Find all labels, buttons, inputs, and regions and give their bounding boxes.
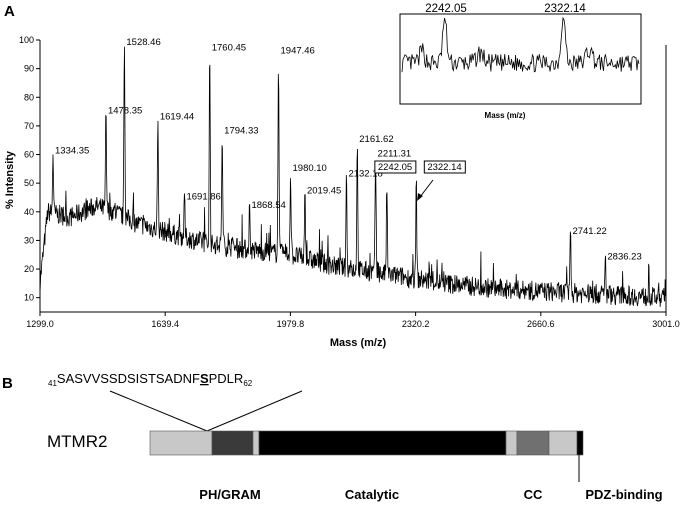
peak-labels-layer: 1334.35 1478.35 1528.46 1619.44 1691.86 1760.… — [55, 37, 642, 263]
callout-line-right — [206, 390, 303, 432]
sequence-part-after: PDLR — [209, 371, 244, 386]
label-cc: CC — [524, 487, 543, 502]
inset-x-axis-title: Mass (m/z) — [485, 111, 526, 120]
x-tick-label: 1979.8 — [277, 319, 305, 329]
peak-label: 1691.86 — [186, 191, 220, 202]
peak-label: 1794.33 — [224, 126, 258, 137]
y-tick-label: 60 — [24, 150, 34, 160]
mass-spectrum-chart: 1334.35 1478.35 1528.46 1619.44 1691.86 1760.… — [4, 3, 680, 349]
spectrum-layer — [39, 46, 667, 307]
inset-zoom: 2242.05 2322.14 Mass (m/z) — [399, 3, 642, 120]
inset-label-right: 2322.14 — [544, 3, 586, 15]
inset-label-left: 2242.05 — [425, 3, 467, 15]
sequence-annotation: 41SASVVSSDSISTSADNFSPDLR62 — [48, 371, 303, 432]
peak-label: 1760.45 — [212, 43, 246, 54]
label-catalytic: Catalytic — [345, 487, 399, 502]
segment-n-terminal — [149, 430, 213, 456]
y-tick-label: 90 — [24, 64, 34, 74]
y-tick-label: 50 — [24, 178, 34, 188]
x-ticks-layer: 1299.0 1639.4 1979.8 2320.2 2660.6 3001.0 — [26, 312, 680, 329]
peak-label: 1868.54 — [251, 200, 285, 211]
peak-label: 1334.35 — [55, 146, 89, 157]
inset-trace — [401, 16, 640, 73]
x-tick-label: 1299.0 — [26, 319, 54, 329]
peak-label: 2741.22 — [572, 226, 606, 237]
y-tick-label: 20 — [24, 264, 34, 274]
peak-label: 1980.10 — [293, 163, 327, 174]
segment-linker-2 — [505, 430, 518, 456]
peak-label: 2161.62 — [359, 134, 393, 145]
peak-label: 2132.18 — [348, 169, 382, 180]
x-tick-label: 2660.6 — [527, 319, 555, 329]
y-axis-title: % Intensity — [4, 150, 16, 209]
x-tick-label: 1639.4 — [151, 319, 179, 329]
annotation-arrow — [419, 179, 434, 198]
x-tick-label: 3001.0 — [652, 319, 680, 329]
peak-label: 2019.45 — [307, 186, 341, 197]
peak-label: 2242.05 — [378, 162, 412, 173]
peak-label: 1528.46 — [126, 37, 160, 48]
y-tick-label: 100 — [19, 35, 34, 45]
segment-ph-gram — [211, 430, 254, 456]
peptide-sequence: 41SASVVSSDSISTSADNFSPDLR62 — [48, 371, 253, 388]
panel-b-letter: B — [2, 375, 13, 392]
peak-label: 2322.14 — [427, 162, 461, 173]
phospho-serine: S — [200, 371, 209, 386]
y-tick-label: 10 — [24, 293, 34, 303]
protein-name: MTMR2 — [47, 432, 107, 451]
segment-catalytic — [258, 430, 507, 456]
sequence-part-before: SASVVSSDSISTSADNF — [57, 371, 200, 386]
callout-line-left — [109, 390, 208, 432]
sequence-end-number: 62 — [243, 379, 252, 388]
segment-cc — [516, 430, 550, 456]
panel-a-letter: A — [4, 3, 15, 20]
y-tick-label: 40 — [24, 207, 34, 217]
x-tick-label: 2320.2 — [402, 319, 430, 329]
x-axis-title: Mass (m/z) — [330, 337, 387, 349]
label-pdz-binding: PDZ-binding — [585, 487, 662, 502]
y-ticks-layer: 10 20 30 40 50 60 70 80 90 100 — [19, 35, 40, 303]
peak-label: 1947.46 — [281, 45, 315, 56]
peak-label: 2211.31 — [378, 149, 412, 160]
peak-label: 2836.23 — [607, 252, 641, 263]
segment-pdz-binding — [576, 430, 584, 456]
spectrum-trace — [39, 46, 667, 307]
peak-label: 1619.44 — [160, 111, 194, 122]
y-tick-label: 70 — [24, 121, 34, 131]
annotation-arrowhead — [417, 193, 423, 201]
domain-bar — [149, 430, 584, 456]
segment-c-terminal — [548, 430, 578, 456]
label-ph-gram: PH/GRAM — [199, 487, 260, 502]
y-tick-label: 30 — [24, 235, 34, 245]
sequence-start-number: 41 — [48, 379, 57, 388]
peak-label-box — [374, 160, 417, 174]
segment-linker — [252, 430, 260, 456]
inset-trace-layer — [401, 16, 640, 73]
y-tick-label: 80 — [24, 92, 34, 102]
inset-frame — [399, 13, 642, 105]
peak-label-box — [423, 160, 466, 174]
peak-label: 1478.35 — [108, 106, 142, 117]
